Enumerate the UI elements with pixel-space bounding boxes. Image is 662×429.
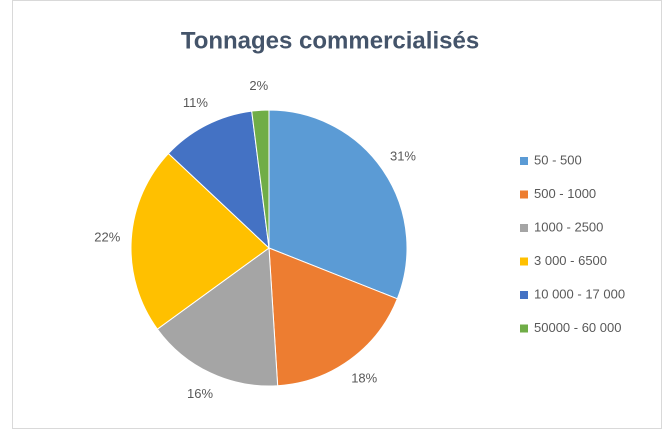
legend-label: 50 - 500: [534, 152, 582, 167]
pie-slice: [268, 109, 408, 300]
legend-swatch: [520, 224, 528, 232]
pie-slice: [167, 110, 270, 250]
data-label: 11%: [183, 95, 208, 110]
legend-swatch: [520, 257, 528, 266]
data-label: 2%: [249, 78, 268, 93]
legend-swatch: [520, 291, 528, 299]
data-label: 31%: [390, 148, 416, 163]
legend-label: 1000 - 2500: [534, 219, 603, 234]
data-label: 16%: [187, 386, 213, 401]
legend-swatch: [520, 190, 528, 199]
legend-label: 10 000 - 17 000: [534, 286, 625, 301]
chart-title: Tonnages commercialisés: [181, 27, 479, 54]
legend-label: 50000 - 60 000: [534, 320, 621, 335]
pie-slice: [156, 247, 279, 387]
data-label: 18%: [351, 370, 377, 385]
legend-swatch: [520, 157, 528, 165]
pie-slice: [268, 247, 398, 387]
pie-slice: [251, 109, 270, 249]
data-label: 22%: [94, 229, 120, 244]
legend-swatch: [520, 324, 528, 333]
legend-label: 3 000 - 6500: [534, 253, 607, 268]
legend-label: 500 - 1000: [534, 186, 596, 201]
pie-slice: [130, 152, 270, 330]
